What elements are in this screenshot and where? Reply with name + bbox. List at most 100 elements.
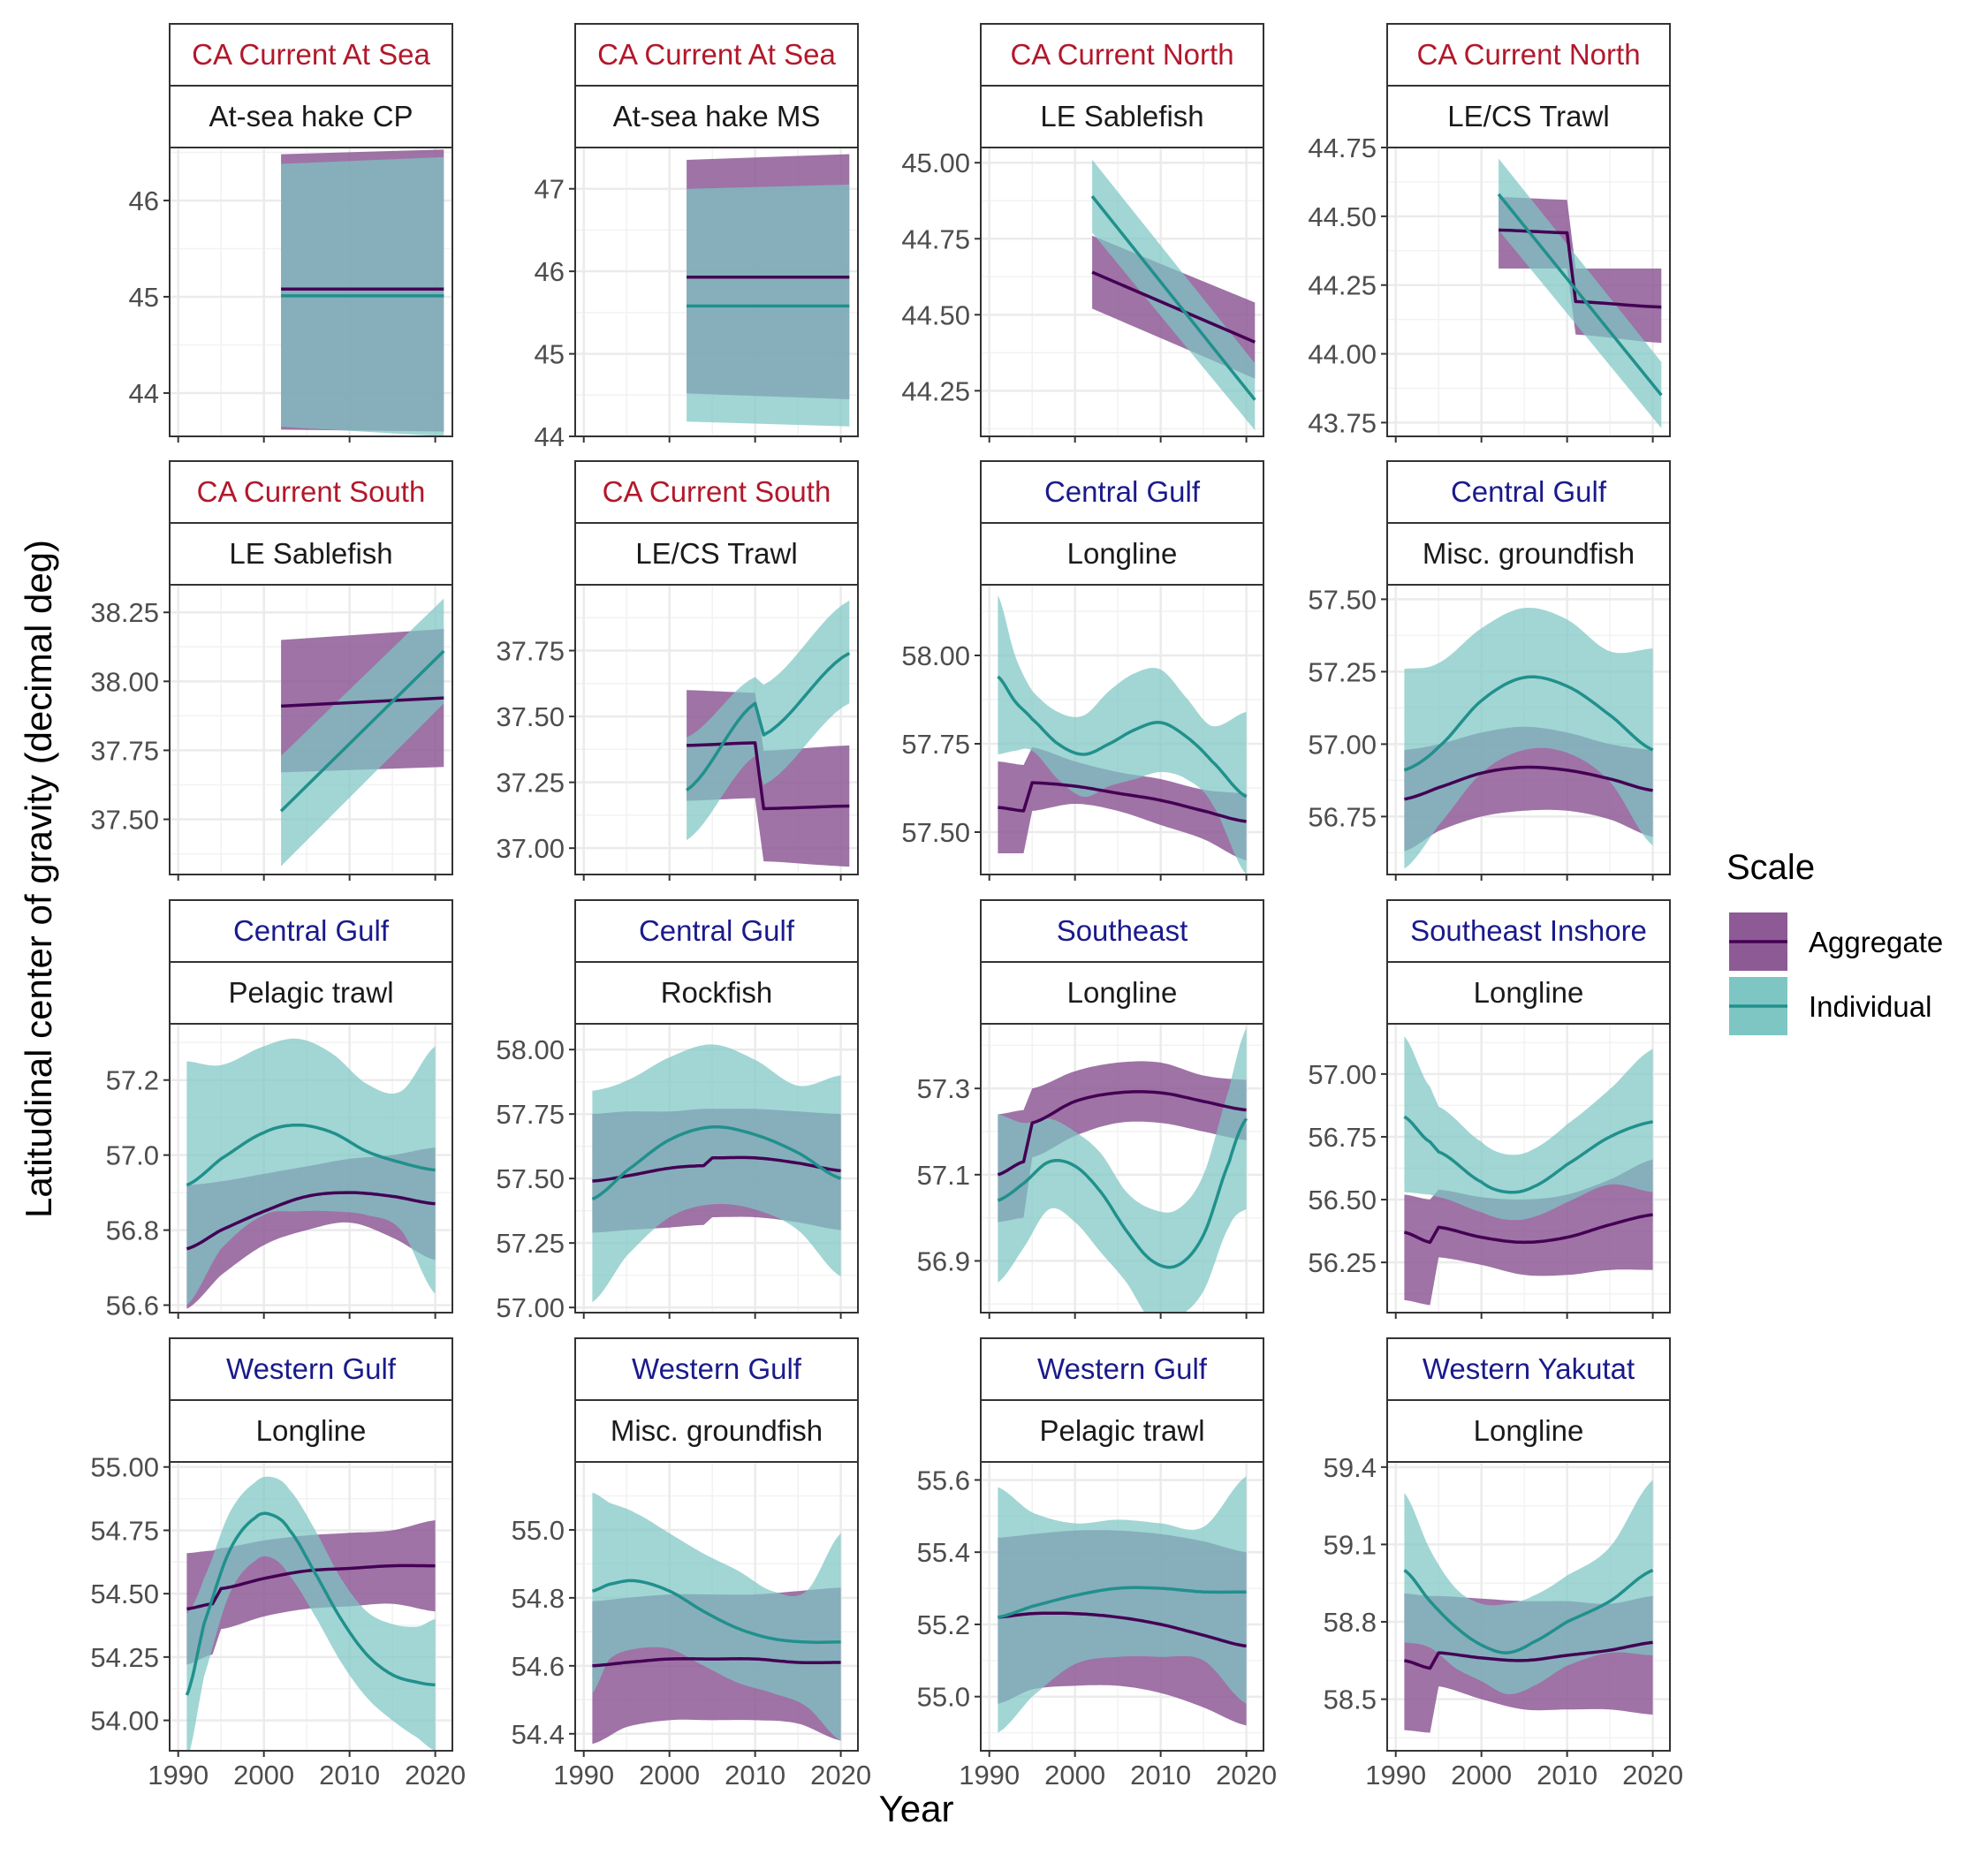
strip-fleet-label: At-sea hake CP [209,100,413,132]
strip-region-label: CA Current North [1010,38,1233,71]
y-tick-label: 44.00 [1308,339,1377,370]
y-tick-label: 57.1 [917,1160,970,1191]
strip-region [1386,899,1671,963]
line-individual [998,1586,1247,1619]
panel-border [980,584,1264,875]
facet-panel: Western Gulf Pelagic trawl 55.0 55.2 55.4 55.… [917,1337,1277,1791]
strip-fleet [1386,1399,1671,1463]
line-aggregate [998,1611,1247,1648]
facet-panel: Southeast Inshore Longline 56.25 56.50 56.75… [1308,899,1671,1319]
line-aggregate [281,696,444,708]
strip-region [980,460,1264,524]
y-tick-label: 57.75 [901,729,970,760]
plot-area [279,598,445,867]
panel-border [574,1461,859,1752]
strip-fleet [1386,961,1671,1025]
y-tick-label: 57.50 [1308,584,1377,615]
strip-region-label: Central Gulf [1451,475,1607,508]
line-individual [686,651,851,791]
strip-fleet [1386,85,1671,148]
ribbon-individual [186,1038,436,1306]
y-tick-label: 38.00 [90,666,159,697]
strip-fleet [574,961,859,1025]
x-tick-label: 2020 [810,1760,871,1791]
x-tick-label: 2010 [319,1760,380,1791]
y-tick-label: 57.00 [1308,1059,1377,1090]
strip-region [1386,23,1671,87]
plot-area [185,1476,436,1751]
x-tick-label: 2000 [639,1760,700,1791]
strip-fleet-label: Pelagic trawl [1039,1414,1204,1447]
strip-region-label: Western Gulf [226,1352,397,1385]
strip-fleet [980,961,1264,1025]
strip-fleet [1386,522,1671,586]
x-tick-label: 2020 [405,1760,466,1791]
strip-region-label: Southeast [1057,914,1188,947]
strip-region-label: Western Gulf [632,1352,802,1385]
plot-area [997,1027,1248,1313]
strip-fleet-label: At-sea hake MS [613,100,821,132]
y-axis-title: Latitudinal center of gravity (decimal d… [18,540,59,1218]
y-tick-label: 44.75 [901,223,970,254]
strip-region-label: Central Gulf [233,914,390,947]
facet-panel: Southeast Longline 56.9 57.1 57.3 [917,899,1264,1319]
y-tick-label: 56.9 [917,1246,970,1276]
strip-fleet-label: Misc. groundfish [1423,537,1635,570]
y-tick-label: 58.00 [901,640,970,671]
y-tick-label: 55.6 [917,1465,970,1495]
strip-fleet-label: Rockfish [661,976,773,1009]
x-tick-label: 1990 [553,1760,614,1791]
strip-region-label: CA Current South [197,475,426,508]
plot-area [591,1044,842,1303]
panel-border [169,584,453,875]
line-individual [185,1511,436,1696]
strip-region-label: Western Yakutat [1423,1352,1635,1385]
y-tick-label: 37.75 [90,735,159,766]
y-tick-label: 58.5 [1324,1685,1377,1715]
plot-area [686,600,851,867]
plot-area [998,1476,1247,1733]
y-tick-label: 44.50 [1308,201,1377,232]
x-tick-label: 2000 [1451,1760,1512,1791]
facet-panel: Western Gulf Misc. groundfish 54.4 54.6 54.8… [512,1337,871,1791]
line-individual [591,1579,841,1644]
y-tick-label: 44 [129,378,159,409]
y-tick-label: 37.50 [496,701,565,732]
y-tick-label: 37.50 [90,805,159,836]
panel-border [980,1023,1264,1314]
panel-border [169,1023,453,1314]
line-individual [1090,195,1256,401]
x-tick-label: 1990 [1365,1760,1426,1791]
legend-label-aggregate: Aggregate [1809,926,1943,958]
y-tick-label: 56.75 [1308,801,1377,832]
ribbon-individual [1404,608,1653,869]
facet-panel: Western Gulf Longline 54.00 54.25 54.50 54.75… [90,1337,466,1791]
x-tick-label: 1990 [148,1760,209,1791]
strip-region [169,23,453,87]
strip-region [574,899,859,963]
strip-region-label: Southeast Inshore [1410,914,1647,947]
ribbon-individual [998,1476,1247,1733]
line-aggregate [1499,228,1662,309]
panel-border [574,1023,859,1314]
strip-region [1386,460,1671,524]
strip-region [574,1337,859,1401]
x-tick-label: 2020 [1216,1760,1277,1791]
y-tick-label: 54.50 [90,1579,159,1609]
y-tick-label: 45 [129,282,159,313]
y-tick-label: 57.00 [1308,729,1377,760]
line-aggregate [1091,270,1256,344]
plot-area [1403,1036,1653,1306]
y-tick-label: 55.0 [917,1682,970,1713]
y-tick-label: 44.25 [901,375,970,406]
y-tick-label: 56.6 [106,1291,159,1321]
x-tick-label: 2010 [725,1760,785,1791]
facet-panel: CA Current South LE Sablefish 37.50 37.75 38… [90,460,453,881]
y-tick-label: 44.75 [1308,132,1377,163]
ribbon-individual [1404,1036,1653,1221]
strip-fleet-label: LE Sablefish [1040,100,1203,132]
y-tick-label: 57.3 [917,1073,970,1104]
ribbon-individual [186,1476,436,1751]
line-individual [591,1124,842,1201]
